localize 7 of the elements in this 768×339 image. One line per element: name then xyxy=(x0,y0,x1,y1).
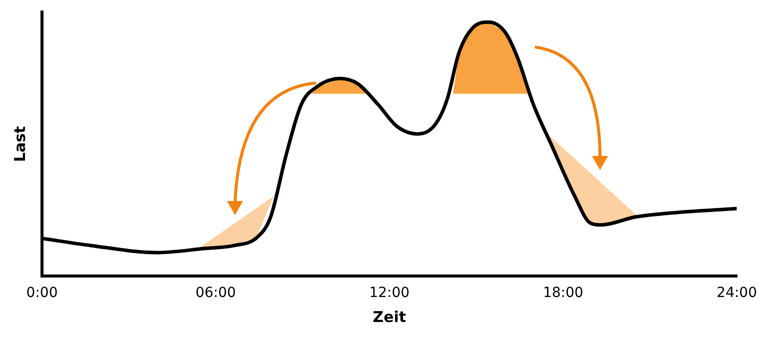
x-tick-label: 0:00 xyxy=(26,285,58,302)
x-axis-title: Zeit xyxy=(372,308,406,326)
x-tick-label: 18:00 xyxy=(542,285,584,302)
y-axis-title: Last xyxy=(10,126,29,162)
x-tick-label: 06:00 xyxy=(196,285,236,302)
x-tick-label: 24:00 xyxy=(716,285,758,302)
x-tick-label: 12:00 xyxy=(369,285,410,302)
